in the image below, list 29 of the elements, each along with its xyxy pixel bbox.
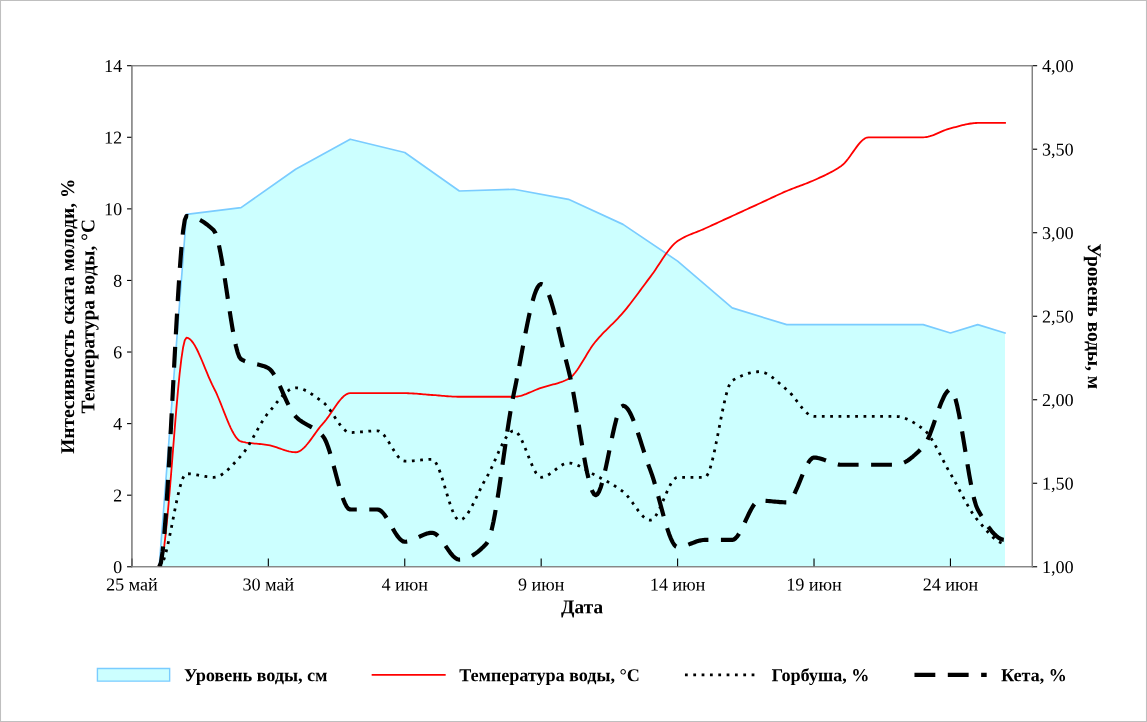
legend-label: Кета, % [1001,669,1066,684]
legend-label: Температура воды, °C [459,669,639,686]
y-axis-title: Интесивность ската молоди, % Температура воды, °C [61,180,99,454]
y2-tick-label: 1,50 [1043,477,1073,493]
x-tick-label: 14 июн [651,578,705,591]
x-tick-label: 4 июн [381,578,428,591]
x-tick-label: 24 июн [923,578,978,591]
y-tick-label: 2 [113,489,122,502]
y2-axis-title: Уровень воды, м [1083,243,1101,389]
y2-tick-label: 1,00 [1043,561,1073,576]
y-tick-label: 6 [113,346,122,359]
x-tick-label: 25 май [106,578,158,591]
x-axis-title: Дата [561,600,603,618]
legend-label: Уровень воды, см [184,669,327,685]
y-tick-label: 8 [113,274,122,287]
y2-tick-label: 2,00 [1042,394,1073,409]
x-tick-label: 19 июн [787,578,842,591]
legend-label: Горбуша, % [771,668,868,686]
x-tick-label: 30 май [243,578,294,591]
y2-tick-label: 2,50 [1042,310,1073,326]
y-tick-label: 14 [105,60,122,72]
y-tick-label: 10 [105,203,122,216]
y-tick-label: 4 [113,417,122,430]
x-tick-label: 9 июн [518,578,564,591]
y-tick-label: 0 [113,561,122,574]
y-tick-label: 12 [105,131,122,144]
y2-tick-label: 3,50 [1042,143,1073,159]
y2-tick-label: 3,00 [1042,226,1073,242]
y2-tick-label: 4,00 [1042,59,1073,75]
